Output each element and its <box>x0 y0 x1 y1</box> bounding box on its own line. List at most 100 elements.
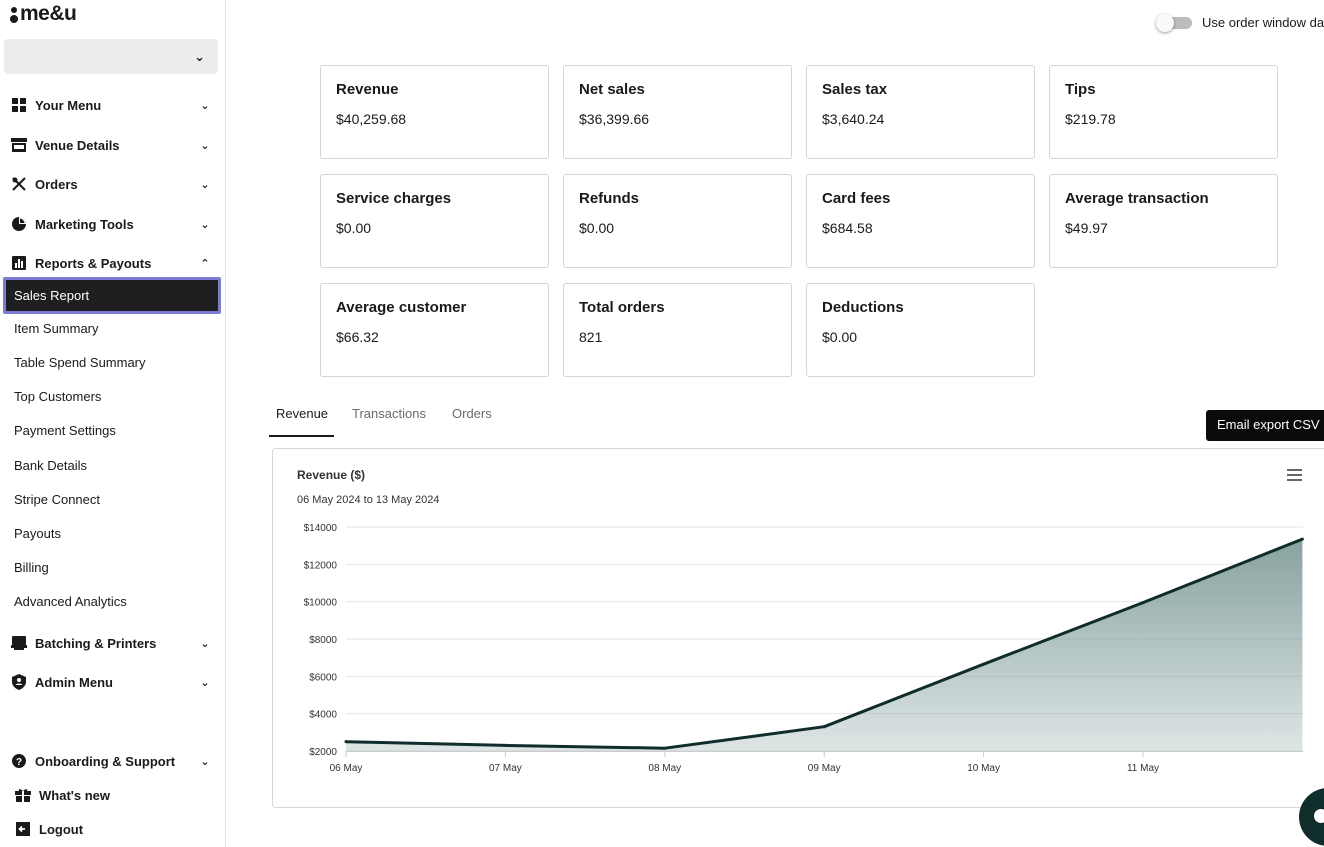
revenue-chart: $2000 $4000 $6000 $8000 $10000 $12000 $14000 06… <box>272 448 1324 808</box>
sidebar-item-label: Orders <box>35 176 78 192</box>
sidebar-item-label: Marketing Tools <box>35 216 134 232</box>
sidebar-subitem-billing[interactable]: Billing <box>14 560 49 575</box>
sidebar-item-batching-printers[interactable]: Batching & Printers ⌄ <box>11 633 211 653</box>
tab-orders[interactable]: Orders <box>452 406 492 421</box>
y-tick-label: $4000 <box>309 710 337 721</box>
sidebar-item-your-menu[interactable]: Your Menu ⌄ <box>11 95 211 115</box>
data-point <box>344 740 348 744</box>
sidebar-item-admin-menu[interactable]: Admin Menu ⌄ <box>11 672 211 692</box>
metric-card-tips: Tips $219.78 <box>1049 65 1278 159</box>
y-tick-label: $8000 <box>309 635 337 646</box>
logo-text: me&u <box>20 2 77 25</box>
sidebar-item-label: Venue Details <box>35 137 120 153</box>
printer-icon <box>11 635 27 651</box>
metric-value: $40,259.68 <box>336 111 407 127</box>
x-tick-label: 09 May <box>808 763 841 774</box>
bar-chart-icon <box>11 255 27 271</box>
chat-icon <box>1314 809 1324 823</box>
data-point <box>1141 601 1145 605</box>
sidebar-subitem-sales-report[interactable]: Sales Report <box>3 277 221 314</box>
chevron-down-icon: ⌄ <box>200 99 210 112</box>
sidebar-item-marketing-tools[interactable]: Marketing Tools ⌄ <box>11 214 211 234</box>
sidebar-item-reports-payouts[interactable]: Reports & Payouts ⌃ <box>11 253 211 273</box>
chart-subtitle: 06 May 2024 to 13 May 2024 <box>297 494 440 506</box>
sidebar-item-label: Batching & Printers <box>35 635 157 651</box>
help-icon: ? <box>11 753 27 769</box>
order-window-toggle[interactable] <box>1156 13 1192 32</box>
sidebar-subitem-table-spend-summary[interactable]: Table Spend Summary <box>14 355 146 370</box>
metric-card-refunds: Refunds $0.00 <box>563 174 792 268</box>
metric-value: $219.78 <box>1065 111 1116 127</box>
sidebar-item-orders[interactable]: Orders ⌄ <box>11 174 211 194</box>
metric-card-deductions: Deductions $0.00 <box>806 283 1035 377</box>
sidebar-subitem-label: Sales Report <box>14 288 90 303</box>
sidebar: me&u ⌄ Your Menu ⌄ Venue Details ⌄ Order… <box>0 0 226 847</box>
metric-value: $3,640.24 <box>822 111 885 127</box>
metric-value: $49.97 <box>1065 220 1108 236</box>
metric-value: $36,399.66 <box>579 111 650 127</box>
metric-value: $0.00 <box>822 329 858 345</box>
metric-value: 821 <box>579 329 603 345</box>
email-export-csv-button[interactable]: Email export CSV <box>1206 410 1324 441</box>
data-point <box>503 743 507 747</box>
sidebar-subitem-stripe-connect[interactable]: Stripe Connect <box>14 492 100 507</box>
sidebar-item-venue-details[interactable]: Venue Details ⌄ <box>11 135 211 155</box>
shield-icon <box>11 674 27 690</box>
chevron-down-icon: ⌄ <box>200 676 210 689</box>
order-window-toggle-row: Use order window dat <box>1156 13 1324 32</box>
chevron-down-icon: ⌄ <box>200 178 210 191</box>
metric-title: Tips <box>1065 81 1096 98</box>
data-point <box>982 662 986 666</box>
logo-mark-icon <box>10 4 19 24</box>
metric-title: Refunds <box>579 190 639 207</box>
venue-select[interactable]: ⌄ <box>4 39 218 74</box>
app-logo[interactable]: me&u <box>10 2 77 26</box>
metric-title: Sales tax <box>822 81 888 98</box>
sidebar-item-label: Onboarding & Support <box>35 753 176 769</box>
sidebar-subitem-payment-settings[interactable]: Payment Settings <box>14 423 116 438</box>
metric-card-average-transaction: Average transaction $49.97 <box>1049 174 1278 268</box>
y-tick-label: $2000 <box>309 747 337 758</box>
sidebar-item-logout[interactable]: Logout <box>15 819 215 839</box>
storefront-icon <box>11 137 27 153</box>
x-tick-label: 07 May <box>489 763 522 774</box>
chevron-down-icon: ⌄ <box>200 218 210 231</box>
chart-menu-icon[interactable] <box>1287 469 1303 481</box>
sidebar-subitem-bank-details[interactable]: Bank Details <box>14 458 87 473</box>
sidebar-subitem-payouts[interactable]: Payouts <box>14 526 61 541</box>
pie-chart-icon <box>11 216 27 232</box>
order-window-toggle-label: Use order window dat <box>1202 14 1324 30</box>
sidebar-subitem-item-summary[interactable]: Item Summary <box>14 321 99 336</box>
x-tick-label: 11 May <box>1127 763 1159 774</box>
tab-revenue[interactable]: Revenue <box>276 406 329 421</box>
chevron-down-icon: ⌄ <box>200 139 210 152</box>
y-tick-label: $14000 <box>304 523 338 534</box>
tab-transactions[interactable]: Transactions <box>352 406 426 421</box>
metric-card-revenue: Revenue $40,259.68 <box>320 65 549 159</box>
metric-title: Total orders <box>579 299 665 316</box>
sidebar-subitem-top-customers[interactable]: Top Customers <box>14 389 102 404</box>
sidebar-item-label: Logout <box>39 821 84 837</box>
sidebar-subitem-advanced-analytics[interactable]: Advanced Analytics <box>14 594 127 609</box>
chart-title: Revenue ($) <box>297 468 366 482</box>
revenue-area <box>346 539 1303 751</box>
data-point <box>1300 537 1304 541</box>
x-tick-label: 10 May <box>967 763 1000 774</box>
chevron-down-icon: ⌄ <box>200 755 210 768</box>
metric-title: Service charges <box>336 190 452 207</box>
sidebar-item-onboarding-support[interactable]: ? Onboarding & Support ⌄ <box>11 751 211 771</box>
metric-card-sales-tax: Sales tax $3,640.24 <box>806 65 1035 159</box>
metric-title: Revenue <box>336 81 399 98</box>
metric-value: $0.00 <box>336 220 372 236</box>
metric-title: Average transaction <box>1065 190 1209 207</box>
chevron-up-icon: ⌃ <box>200 257 210 270</box>
y-tick-label: $10000 <box>304 598 338 609</box>
sidebar-item-whats-new[interactable]: What's new <box>15 785 215 805</box>
data-point <box>663 746 667 750</box>
active-tab-indicator <box>269 435 334 437</box>
gift-icon <box>15 787 31 803</box>
sidebar-item-label: Your Menu <box>35 97 102 113</box>
grid-icon <box>11 97 27 113</box>
metric-value: $0.00 <box>579 220 615 236</box>
metric-card-total-orders: Total orders 821 <box>563 283 792 377</box>
